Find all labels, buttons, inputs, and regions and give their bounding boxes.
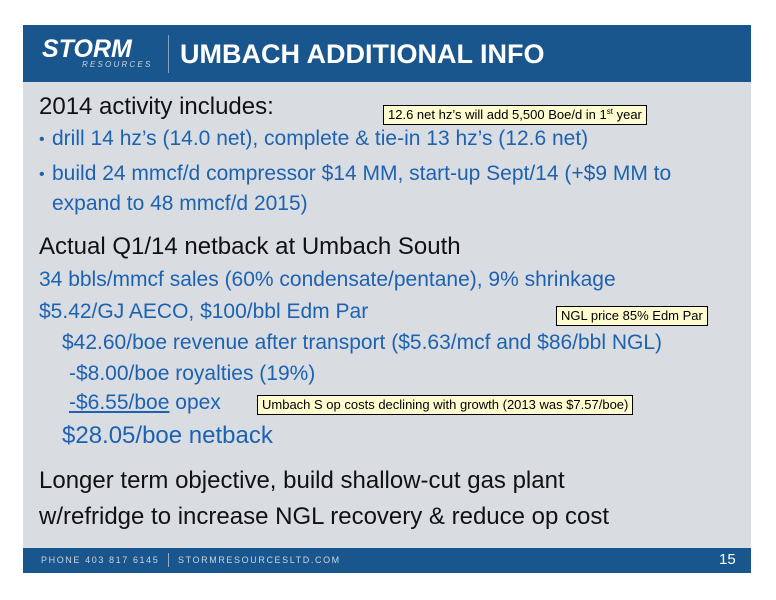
- slide-footer: PHONE 403 817 6145 STORMRESOURCESLTD.COM…: [23, 548, 751, 573]
- opex-label: opex: [175, 391, 221, 414]
- objective-line-2: w/refridge to increase NGL recovery & re…: [39, 503, 610, 530]
- title-divider: [168, 35, 169, 73]
- activity-bullet-2-line-2: expand to 48 mmcf/d 2015): [52, 192, 308, 215]
- netback-revenue-line: $42.60/boe revenue after transport ($5.6…: [62, 331, 663, 354]
- netback-opex-line: -$6.55/boe opex: [69, 390, 221, 415]
- netback-price-line: $5.42/GJ AECO, $100/bbl Edm Par: [39, 300, 369, 323]
- page-number: 15: [719, 551, 736, 568]
- activity-bullet-2-line-1: build 24 mmcf/d compressor $14 MM, start…: [52, 162, 672, 185]
- callout-net-hz: 12.6 net hz’s will add 5,500 Boe/d in 1s…: [383, 105, 647, 125]
- netback-sales-line: 34 bbls/mmcf sales (60% condensate/penta…: [39, 268, 616, 291]
- objective-line-1: Longer term objective, build shallow-cut…: [39, 467, 565, 494]
- bullet-icon: •: [39, 131, 45, 148]
- netback-heading: Actual Q1/14 netback at Umbach South: [39, 233, 461, 260]
- footer-divider: [168, 553, 169, 567]
- bullet-icon: •: [39, 166, 45, 183]
- callout-ngl-price: NGL price 85% Edm Par: [556, 306, 708, 326]
- activity-bullet-1: drill 14 hz’s (14.0 net), complete & tie…: [52, 127, 589, 150]
- callout-net-hz-prefix: 12.6 net hz’s will add 5,500 Boe/d in 1: [388, 107, 607, 122]
- activity-heading: 2014 activity includes:: [39, 93, 274, 120]
- logo-subtext: RESOURCES: [82, 60, 153, 69]
- callout-net-hz-sup: st: [606, 107, 613, 116]
- netback-total-line: $28.05/boe netback: [62, 422, 273, 449]
- slide-header: STORM RESOURCES UMBACH ADDITIONAL INFO: [23, 25, 751, 82]
- footer-website: STORMRESOURCESLTD.COM: [178, 555, 341, 565]
- slide: STORM RESOURCES UMBACH ADDITIONAL INFO 2…: [23, 25, 751, 573]
- opex-value: -$6.55/boe: [69, 391, 170, 414]
- storm-resources-logo: STORM RESOURCES: [42, 35, 160, 71]
- callout-op-costs: Umbach S op costs declining with growth …: [257, 395, 634, 415]
- netback-royalties-line: -$8.00/boe royalties (19%): [69, 362, 316, 385]
- slide-title: UMBACH ADDITIONAL INFO: [180, 39, 545, 69]
- footer-phone: PHONE 403 817 6145: [41, 555, 160, 565]
- callout-net-hz-suffix: year: [612, 107, 642, 122]
- logo-text: STORM: [42, 35, 132, 63]
